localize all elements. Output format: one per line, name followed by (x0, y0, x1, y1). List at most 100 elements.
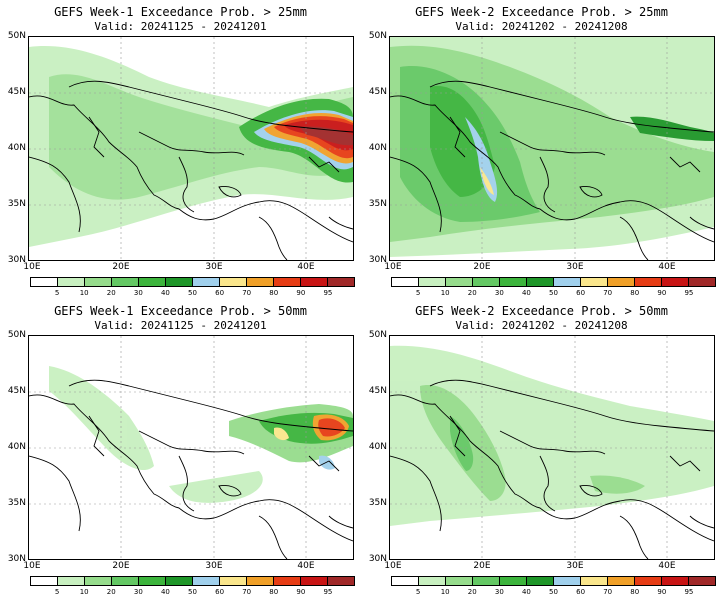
colorbar-swatch (274, 278, 301, 286)
lat-label: 40N (368, 143, 387, 153)
lat-label: 45N (368, 87, 387, 97)
colorbar-swatch (58, 577, 85, 585)
colorbar-label: 60 (215, 289, 225, 297)
lon-label: 10E (384, 561, 402, 571)
colorbar-label: 40 (160, 289, 170, 297)
colorbar-label: 40 (160, 588, 170, 596)
colorbar-label: 90 (657, 289, 667, 297)
graticule (29, 336, 353, 559)
colorbar-label: 80 (630, 289, 640, 297)
colorbar-swatch (112, 577, 139, 585)
colorbar-swatch (554, 577, 581, 585)
colorbar-swatch (473, 577, 500, 585)
colorbar-label: 20 (467, 289, 477, 297)
colorbar (30, 277, 355, 287)
colorbar-label: 50 (188, 289, 197, 297)
colorbar-label: 50 (549, 289, 558, 297)
colorbar-label: 10 (79, 289, 89, 297)
colorbar-label: 60 (576, 289, 586, 297)
lon-label: 20E (112, 262, 130, 272)
colorbar-label: 70 (242, 588, 252, 596)
colorbar-swatch (689, 278, 715, 286)
colorbar (391, 277, 716, 287)
colorbar-swatch (662, 278, 689, 286)
colorbar-swatch (166, 577, 193, 585)
colorbar-swatch (247, 577, 274, 585)
lat-label: 45N (7, 87, 26, 97)
colorbar-label: 95 (684, 588, 694, 596)
colorbar-swatch (58, 278, 85, 286)
lat-label: 30N (7, 554, 26, 564)
colorbar (30, 576, 355, 586)
lon-label: 40E (658, 561, 676, 571)
colorbar-label: 40 (521, 289, 531, 297)
panel-title: GEFS Week-1 Exceedance Prob. > 25mm (54, 5, 307, 19)
colorbar-label: 30 (133, 289, 143, 297)
lat-label: 30N (7, 255, 26, 265)
colorbar-swatch (419, 577, 446, 585)
colorbar-swatch (85, 577, 112, 585)
lat-label: 40N (368, 442, 387, 452)
colorbar-label: 30 (133, 588, 143, 596)
colorbar-swatch (328, 577, 354, 585)
colorbar-swatch (419, 278, 446, 286)
coastlines (29, 379, 353, 559)
lon-label: 20E (473, 561, 491, 571)
lon-label: 30E (205, 262, 223, 272)
colorbar-swatch (473, 278, 500, 286)
colorbar-swatch (608, 278, 635, 286)
colorbar-label: 80 (630, 588, 640, 596)
colorbar-swatch (392, 278, 419, 286)
panel-week1-50mm: GEFS Week-1 Exceedance Prob. > 50mm Vali… (0, 299, 361, 598)
map-area (389, 36, 715, 261)
graticule (29, 37, 353, 260)
lat-label: 40N (7, 442, 26, 452)
lat-label: 35N (7, 199, 26, 209)
colorbar-swatch (193, 577, 220, 585)
colorbar-label: 50 (549, 588, 558, 596)
lon-label: 40E (297, 561, 315, 571)
lat-label: 40N (7, 143, 26, 153)
colorbar-label: 10 (440, 588, 450, 596)
colorbar-swatch (689, 577, 715, 585)
colorbar-label: 5 (415, 289, 421, 297)
lon-label: 40E (297, 262, 315, 272)
panel-week2-25mm: GEFS Week-2 Exceedance Prob. > 25mm Vali… (361, 0, 722, 299)
coastlines (390, 80, 714, 260)
colorbar-swatch (581, 577, 608, 585)
colorbar-swatch (85, 278, 112, 286)
colorbar-label: 60 (215, 588, 225, 596)
colorbar-swatch (554, 278, 581, 286)
lon-label: 20E (112, 561, 130, 571)
graticule (390, 37, 714, 260)
colorbar-label: 80 (269, 289, 279, 297)
colorbar-swatch (500, 577, 527, 585)
colorbar-swatch (608, 577, 635, 585)
lon-label: 10E (23, 262, 41, 272)
colorbar-label: 95 (323, 588, 333, 596)
colorbar-label: 70 (603, 588, 613, 596)
map-area (28, 36, 354, 261)
colorbar-swatch (635, 278, 662, 286)
probability-shading (390, 345, 714, 526)
lat-label: 45N (7, 386, 26, 396)
coastlines (390, 379, 714, 559)
lat-label: 50N (7, 31, 26, 41)
colorbar-swatch (31, 278, 58, 286)
lat-label: 45N (368, 386, 387, 396)
colorbar-label: 95 (323, 289, 333, 297)
colorbar-swatch (527, 577, 554, 585)
lon-label: 10E (23, 561, 41, 571)
colorbar-swatch (446, 577, 473, 585)
colorbar-label: 5 (54, 588, 60, 596)
colorbar-swatch (247, 278, 274, 286)
lat-label: 35N (7, 498, 26, 508)
lon-label: 30E (566, 262, 584, 272)
colorbar-swatch (446, 278, 473, 286)
colorbar-label: 95 (684, 289, 694, 297)
lat-label: 35N (368, 498, 387, 508)
lat-label: 50N (368, 31, 387, 41)
colorbar-label: 20 (467, 588, 477, 596)
colorbar-swatch (274, 577, 301, 585)
map-area (28, 335, 354, 560)
